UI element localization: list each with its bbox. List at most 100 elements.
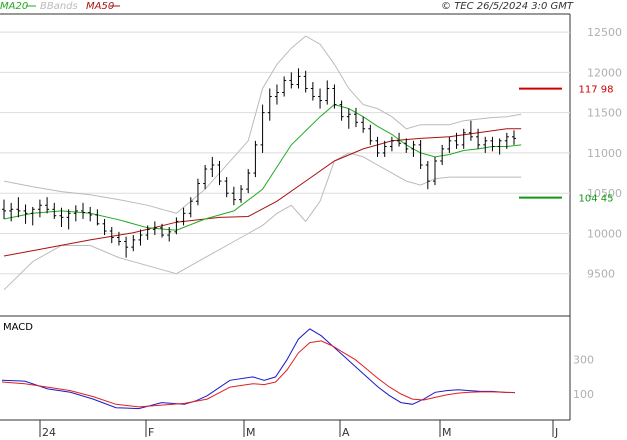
legend-ma20: MA20 bbox=[0, 1, 28, 12]
price-bar bbox=[195, 178, 200, 206]
price-bar bbox=[512, 130, 516, 145]
price-bar bbox=[167, 227, 172, 242]
price-bar bbox=[361, 116, 366, 133]
macd-line bbox=[1, 328, 516, 410]
y-tick-label: 12000 bbox=[587, 66, 622, 79]
price-bar bbox=[116, 231, 121, 246]
x-tick-label: A bbox=[342, 426, 350, 439]
price-bar bbox=[289, 72, 294, 89]
price-bar bbox=[339, 100, 344, 121]
price-bar bbox=[239, 185, 244, 203]
price-bar bbox=[447, 136, 452, 153]
resistance-label: 117 98 bbox=[579, 85, 614, 96]
price-bar bbox=[382, 140, 387, 157]
chart-legend: MA20 BBands MA50 bbox=[0, 1, 120, 12]
price-bar bbox=[432, 156, 437, 186]
price-bar bbox=[368, 124, 373, 145]
price-bar bbox=[483, 136, 488, 153]
price-bar bbox=[152, 221, 157, 236]
macd-y-tick-label: 100 bbox=[573, 388, 594, 401]
price-bar bbox=[2, 199, 6, 219]
copyright-text: © TEC 26/5/2024 3:0 GMT bbox=[441, 1, 574, 12]
price-bar bbox=[476, 128, 481, 149]
macd-lines bbox=[1, 328, 516, 410]
price-bar bbox=[203, 165, 208, 190]
price-bar bbox=[23, 204, 28, 224]
y-tick-label: 11000 bbox=[587, 147, 622, 160]
price-bar bbox=[267, 88, 272, 121]
price-bar bbox=[45, 197, 50, 214]
price-bar bbox=[52, 202, 57, 219]
price-bar bbox=[231, 186, 236, 206]
price-bar bbox=[81, 202, 86, 219]
x-tick-label: F bbox=[148, 426, 154, 439]
price-bar bbox=[88, 206, 93, 222]
support-label: 104 45 bbox=[579, 194, 614, 205]
price-bar bbox=[375, 136, 380, 157]
price-bar bbox=[59, 207, 64, 228]
x-tick-label: M bbox=[442, 426, 452, 439]
price-gridlines bbox=[0, 31, 570, 275]
price-bar bbox=[174, 217, 179, 235]
price-bar bbox=[217, 160, 222, 186]
price-bar bbox=[282, 76, 287, 97]
bband-lower-line bbox=[3, 152, 522, 291]
price-bar bbox=[224, 177, 229, 198]
x-tick-label: 24 bbox=[42, 426, 56, 439]
price-bar bbox=[246, 169, 251, 194]
legend-ma50: MA50 bbox=[86, 1, 114, 12]
price-bar bbox=[296, 68, 301, 89]
price-bar bbox=[16, 197, 21, 218]
price-bar bbox=[310, 82, 315, 101]
bband-upper-line bbox=[3, 35, 522, 214]
price-bar bbox=[160, 223, 165, 238]
price-bar bbox=[131, 235, 136, 252]
price-bar bbox=[303, 70, 308, 93]
price-bar bbox=[468, 120, 473, 141]
macd-y-tick-label: 300 bbox=[573, 354, 594, 367]
price-bar bbox=[37, 199, 42, 218]
price-bar bbox=[490, 136, 495, 152]
price-bar bbox=[346, 108, 351, 129]
macd-title: MACD bbox=[3, 322, 33, 333]
price-bar bbox=[404, 138, 409, 153]
price-bar bbox=[188, 197, 193, 218]
price-bar bbox=[109, 227, 114, 244]
y-tick-label: 10500 bbox=[587, 187, 622, 200]
price-bar bbox=[253, 140, 258, 178]
x-axis: 24 F M A M J bbox=[39, 420, 558, 439]
price-bar bbox=[30, 206, 35, 226]
price-bar bbox=[260, 104, 265, 153]
price-bar bbox=[325, 80, 330, 105]
price-bar bbox=[411, 140, 416, 157]
price-bar bbox=[332, 84, 337, 109]
y-tick-label: 12500 bbox=[587, 26, 622, 39]
price-bar bbox=[461, 128, 466, 149]
price-bar bbox=[102, 218, 107, 236]
price-bar bbox=[95, 209, 100, 226]
bollinger-bands bbox=[3, 35, 522, 291]
y-tick-label: 10000 bbox=[587, 227, 622, 240]
macd-y-axis: 100 300 bbox=[573, 354, 594, 401]
price-bars bbox=[2, 68, 516, 258]
price-bar bbox=[73, 205, 78, 222]
price-bar bbox=[504, 132, 509, 149]
price-bar bbox=[145, 225, 150, 240]
price-bar bbox=[124, 236, 129, 258]
y-tick-label: 11500 bbox=[587, 107, 622, 120]
price-bar bbox=[9, 202, 14, 222]
price-bar bbox=[274, 84, 279, 105]
price-bar bbox=[181, 207, 186, 226]
price-bar bbox=[66, 209, 71, 230]
legend-bbands: BBands bbox=[40, 1, 78, 12]
price-y-axis: 9500 10000 10500 11000 11500 12000 12500 bbox=[587, 26, 622, 281]
price-bar bbox=[454, 132, 459, 149]
price-bar bbox=[210, 156, 215, 178]
price-bar bbox=[138, 229, 143, 246]
price-bar bbox=[389, 136, 394, 152]
price-bar bbox=[397, 132, 402, 147]
x-tick-label: M bbox=[246, 426, 256, 439]
price-bar bbox=[318, 88, 323, 109]
price-bar bbox=[425, 160, 430, 190]
price-bar bbox=[497, 138, 502, 155]
